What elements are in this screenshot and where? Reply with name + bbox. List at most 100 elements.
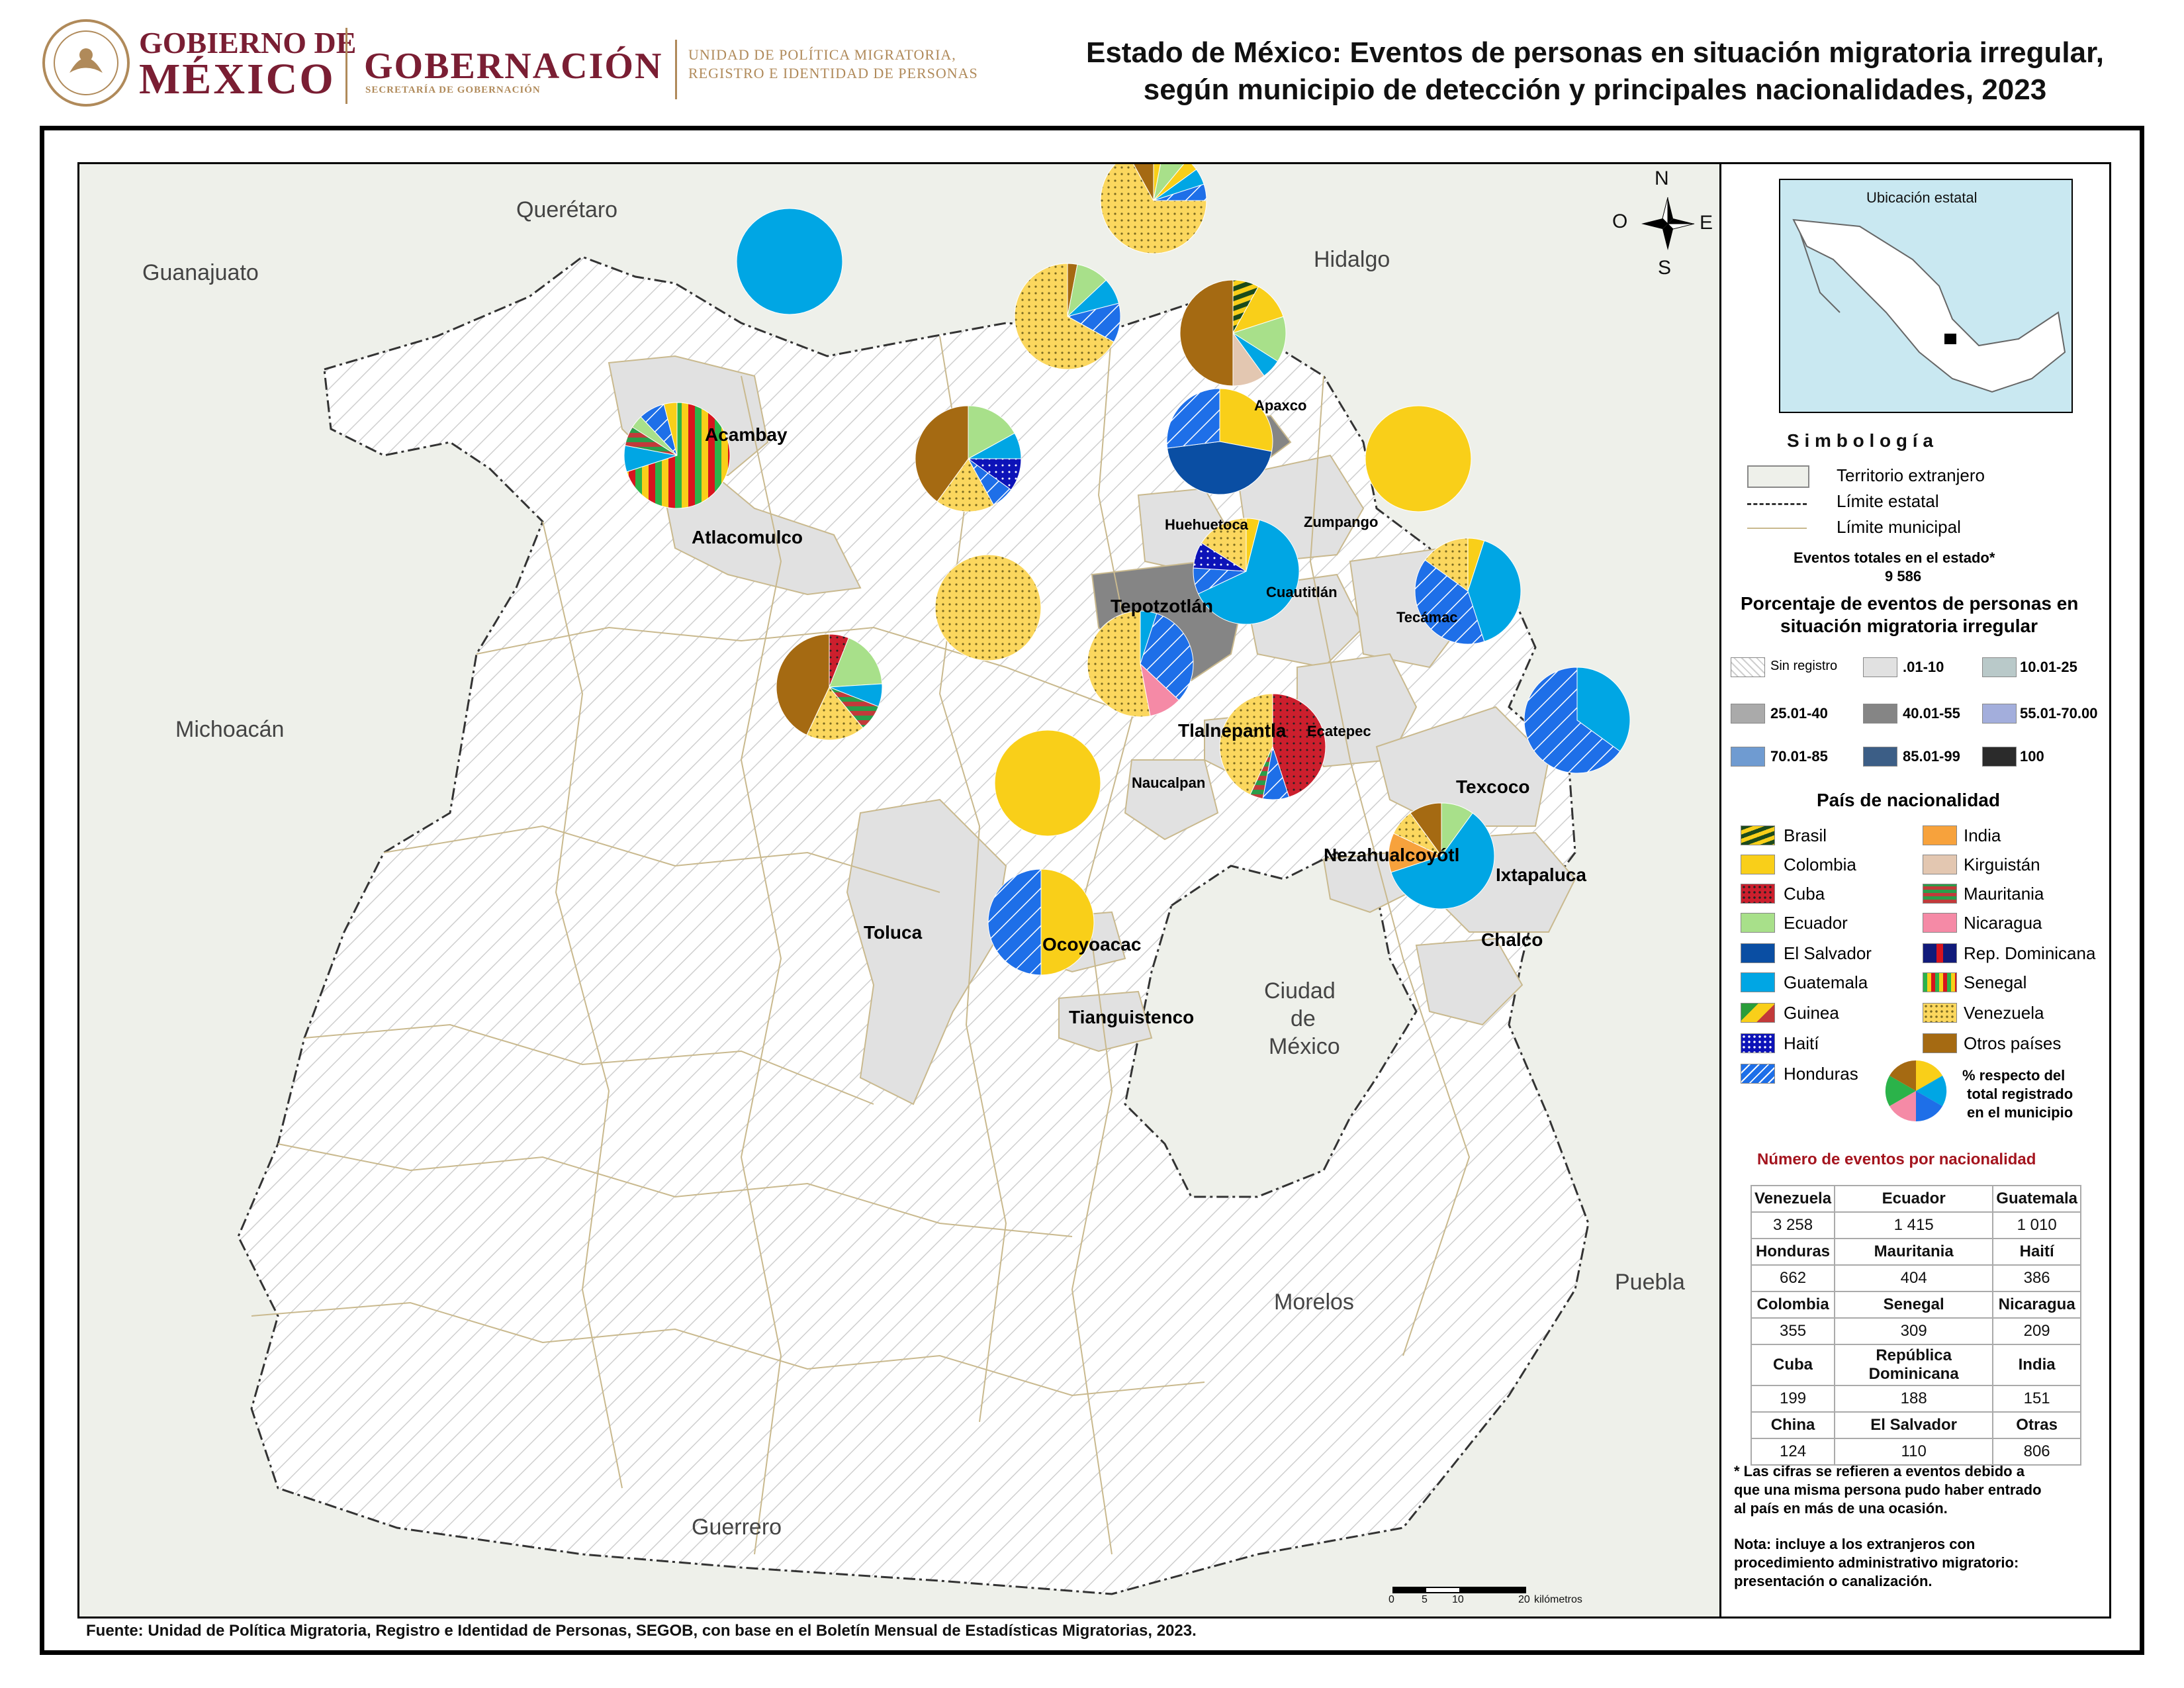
count-value: 806 (1992, 1438, 2081, 1466)
country-cuba: Cuba (1784, 884, 1825, 904)
label-puebla: Puebla (1615, 1270, 1685, 1295)
pie-naucalpan (934, 554, 1042, 661)
note-1-line1: * Las cifras se refieren a eventos debid… (1734, 1463, 2025, 1479)
count-value: 1 415 (1834, 1211, 1994, 1239)
simbologia-title: S i m b o l o g í a (1787, 430, 1933, 451)
country-mauritania: Mauritania (1964, 884, 2044, 904)
count-value: 404 (1834, 1264, 1994, 1292)
country-otros: Otros países (1964, 1033, 2062, 1053)
count-value: 124 (1750, 1438, 1836, 1466)
country-haiti: Haití (1784, 1033, 1819, 1053)
country-brasil: Brasil (1784, 825, 1827, 845)
class-label-1: .01-10 (1903, 659, 1944, 675)
count-header-row: Colombia Senegal Nicaragua (1750, 1291, 2081, 1319)
class-label-8: 100 (2020, 748, 2044, 765)
class-swatch-3 (1731, 704, 1765, 724)
class-swatch-8 (1982, 747, 2017, 767)
class-swatch-5 (1982, 704, 2017, 724)
counts-title: Número de eventos por nacionalidad (1757, 1150, 2036, 1168)
muni-tianguistenco: Tianguistenco (1069, 1007, 1195, 1027)
pie-tecamac (1365, 405, 1472, 512)
header-divider (345, 28, 347, 104)
country-guinea: Guinea (1784, 1003, 1839, 1023)
pie-slice-venezuela (806, 686, 864, 741)
pie-slice-otros (1410, 802, 1442, 857)
count-value: 110 (1834, 1438, 1994, 1466)
country-honduras: Honduras (1784, 1064, 1858, 1084)
gobierno-line1: GOBIERNO DE (139, 26, 357, 60)
count-header: Mauritania (1834, 1238, 1994, 1266)
label-hidalgo: Hidalgo (1314, 247, 1390, 272)
pie-charts (623, 164, 1631, 976)
class-swatch-1 (1863, 657, 1897, 677)
count-header-row: Cuba República Dominicana India (1750, 1344, 2081, 1386)
count-value: 1 010 (1992, 1211, 2081, 1239)
pie-cuautitlan (1166, 388, 1273, 495)
pie-chalco (1388, 802, 1495, 910)
class-label-4: 40.01-55 (1903, 705, 1960, 722)
pie-ocoyoacac (994, 729, 1101, 837)
swatch-guatemala (1741, 972, 1775, 992)
count-header: Venezuela (1750, 1185, 1836, 1213)
map-canvas (79, 164, 1719, 1617)
header-divider-2 (675, 40, 677, 99)
pie-slice-senegal (626, 402, 731, 509)
scale-0: 0 (1388, 1594, 1394, 1605)
pie-slice-venezuela (1219, 693, 1273, 796)
pie-slice-guatemala (736, 208, 843, 315)
muni-tlalnepantla: Tlalnepantla (1178, 720, 1287, 741)
label-michoacan: Michoacán (175, 717, 285, 742)
count-header-row: Honduras Mauritania Haití (1750, 1238, 2081, 1266)
pie-slice-venezuela (936, 458, 995, 512)
inset-mexico-outline (1792, 218, 2066, 393)
muni-zumpango: Zumpango (1304, 514, 1379, 530)
country-colombia: Colombia (1784, 855, 1856, 874)
muni-texcoco: Texcoco (1456, 776, 1530, 797)
pie-slice-venezuela (1014, 263, 1115, 370)
pie-tianguistenco (987, 868, 1095, 976)
porcentaje-title-2: situación migratoria irregular (1780, 616, 2038, 636)
count-header-row: Venezuela Ecuador Guatemala (1750, 1185, 2081, 1213)
count-header: Haití (1992, 1238, 2081, 1266)
label-guanajuato: Guanajuato (142, 260, 259, 285)
pie-acambay (736, 208, 843, 315)
count-value-row: 199 188 151 (1750, 1385, 2081, 1413)
swatch-otros (1923, 1033, 1957, 1053)
pie-slice-honduras (1524, 667, 1621, 774)
count-header: República Dominicana (1834, 1344, 1994, 1386)
pie-slice-honduras (1066, 303, 1121, 343)
count-value: 355 (1750, 1317, 1836, 1345)
pie-slice-venezuela (1100, 164, 1207, 254)
pie-slice-venezuela (1424, 538, 1469, 592)
territorio-swatch (1747, 465, 1809, 488)
country-india: India (1964, 825, 2001, 845)
count-header: Honduras (1750, 1238, 1836, 1266)
pie-nezahualcoyotl (1219, 693, 1326, 800)
count-value: 662 (1750, 1264, 1836, 1292)
class-swatch-7 (1863, 747, 1897, 767)
swatch-cuba (1741, 884, 1775, 904)
cdmx-territory (1124, 851, 1418, 1198)
muni-ocoyoacac: Ocoyoacac (1042, 934, 1142, 955)
outer-frame (40, 126, 2144, 1655)
pie-slice-ecuador (968, 405, 1015, 459)
compass-s: S (1658, 257, 1672, 279)
title-line2: según municipio de detección y principal… (1143, 73, 2047, 106)
scale-unit: kilómetros (1534, 1594, 1582, 1605)
muni-tepotzotlan: Tepotzotlán (1111, 596, 1214, 616)
label-cdmx-3: México (1269, 1034, 1340, 1059)
gobierno-line2: MÉXICO (139, 55, 336, 103)
count-header: Cuba (1750, 1344, 1836, 1386)
pie-slice-otros (776, 633, 830, 736)
class-label-6: 70.01-85 (1770, 748, 1828, 765)
pie-slice-guatemala (1576, 667, 1631, 752)
count-header-row: China El Salvador Otras (1750, 1411, 2081, 1439)
pie-texcoco (1414, 538, 1522, 645)
count-value: 151 (1992, 1385, 2081, 1413)
national-seal-icon (42, 19, 130, 107)
muni-tecamac: Tecámac (1396, 609, 1458, 626)
note-1-line3: al país en más de una ocasión. (1734, 1500, 1948, 1517)
class-label-2: 10.01-25 (2020, 659, 2077, 675)
gobernacion-subtitle: SECRETARÍA DE GOBERNACIÓN (365, 85, 541, 95)
compass-o: O (1612, 211, 1628, 232)
